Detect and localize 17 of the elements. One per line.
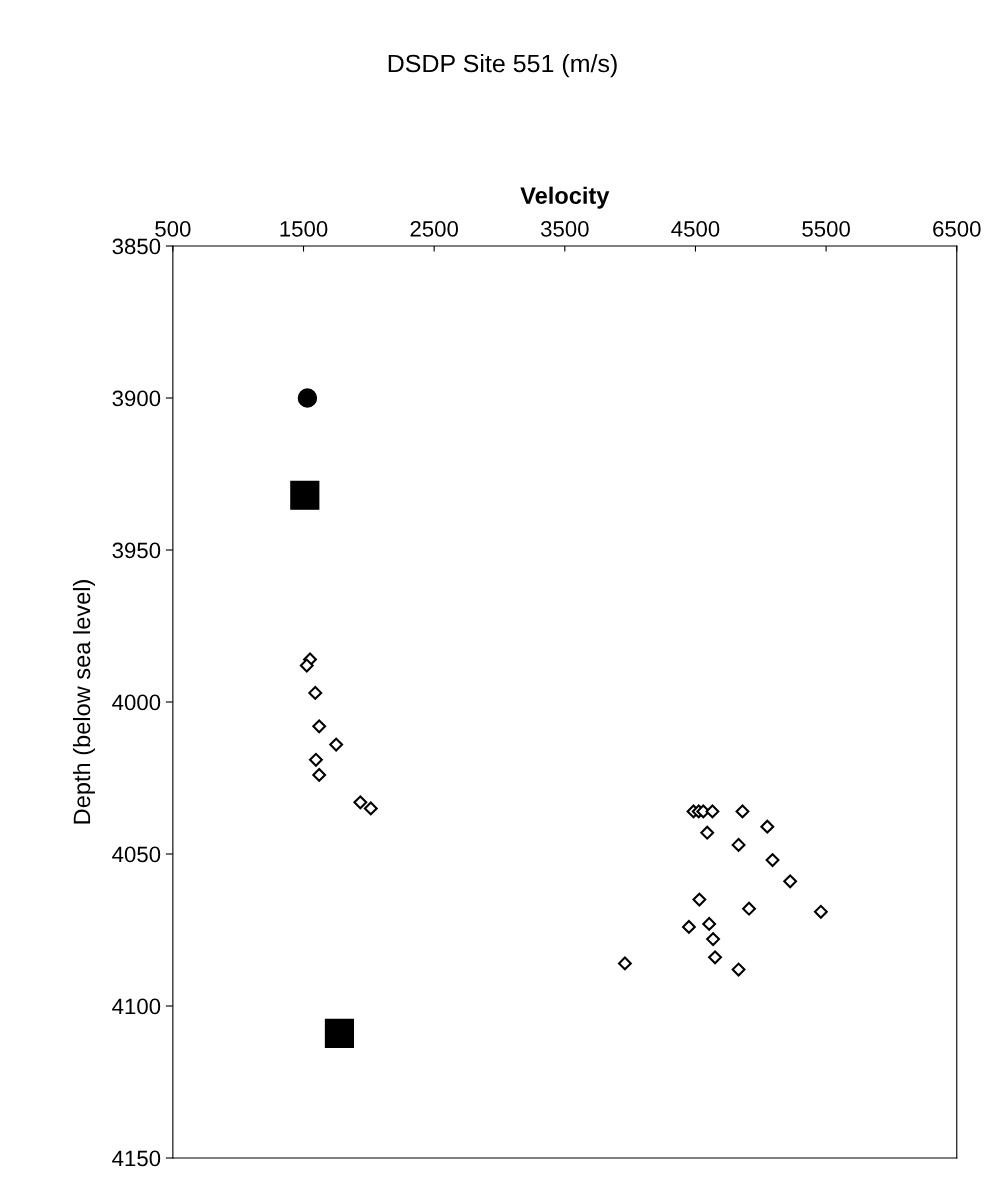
y-axis-title: Depth (below sea level) [72, 580, 95, 824]
x-axis-title: Velocity [520, 186, 610, 209]
y-tick-label: 3950 [112, 542, 161, 559]
y-tick-label: 3900 [112, 390, 161, 407]
y-tick-label: 4050 [112, 846, 161, 863]
x-tick-label: 4500 [671, 221, 720, 237]
x-tick-label: 1500 [280, 221, 328, 237]
x-tick-label: 3500 [540, 221, 589, 237]
y-tick-label: 3850 [112, 238, 161, 255]
x-tick-label: 500 [155, 221, 191, 237]
x-tick-label: 2500 [410, 221, 459, 237]
chart-title: DSDP Site 551 (m/s) [388, 54, 617, 78]
y-tick-label: 4100 [112, 998, 161, 1015]
x-tick-label: 5500 [802, 221, 850, 237]
x-tick-label: 6500 [933, 221, 981, 237]
y-tick-label: 4150 [112, 1150, 161, 1167]
y-tick-label: 4000 [112, 694, 161, 711]
